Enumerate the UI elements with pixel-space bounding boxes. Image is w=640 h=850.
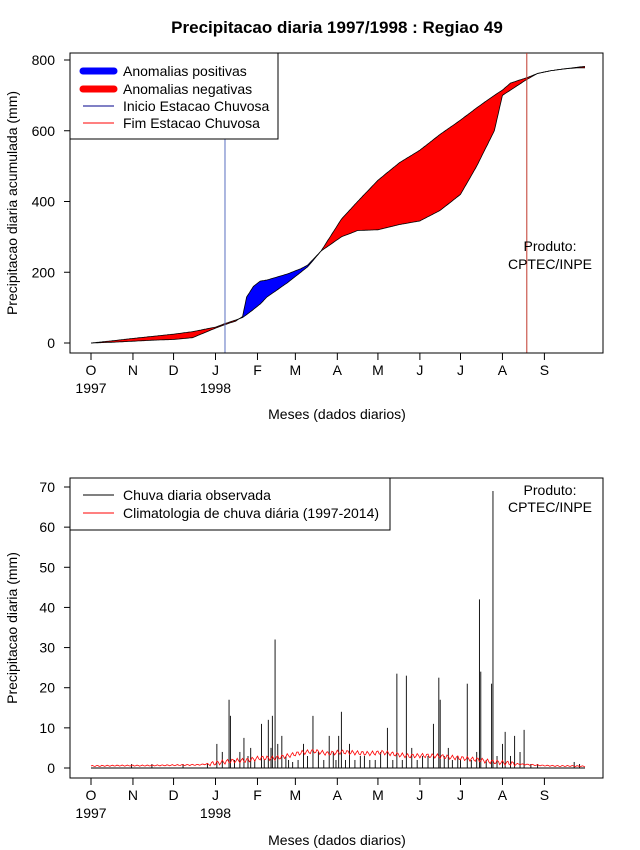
x-tick-label: J — [416, 362, 423, 378]
legend-label-observed: Chuva diaria observada — [123, 487, 271, 503]
observed-cumulative-line — [91, 67, 585, 344]
product-label: Produto: — [524, 238, 577, 254]
climatology-daily-line — [90, 748, 586, 768]
y-tick-label: 800 — [32, 52, 56, 68]
x-tick-label: A — [333, 787, 343, 803]
legend-label-negative: Anomalias negativas — [123, 81, 252, 97]
chart-title: Precipitacao diaria 1997/1998 : Regiao 4… — [171, 18, 503, 37]
x-tick-label: S — [540, 787, 549, 803]
x-axis-label: Meses (dados diarios) — [268, 832, 406, 848]
x-tick-label: M — [372, 787, 384, 803]
year-label: 1998 — [200, 380, 231, 396]
x-tick-label: A — [333, 362, 343, 378]
x-tick-label: O — [86, 787, 97, 803]
cumulative-panel: 0 200 400 600 800 O N D J F M A M J J A S 1997 1998 Preci… — [4, 52, 604, 422]
x-tick-label: J — [212, 362, 219, 378]
y-tick-label: 70 — [39, 479, 55, 495]
y-tick-label: 400 — [32, 194, 56, 210]
positive-anomaly-area — [239, 252, 320, 319]
legend: Anomalias positivas Anomalias negativas … — [69, 52, 279, 140]
legend-label-climatology: Climatologia de chuva diária (1997-2014) — [123, 505, 379, 521]
product-source: CPTEC/INPE — [508, 256, 592, 272]
climatology-line — [90, 748, 586, 768]
y-tick-label: 40 — [39, 599, 55, 615]
product-label: Produto: — [524, 482, 577, 498]
x-tick-label: M — [290, 787, 302, 803]
x-tick-label: S — [540, 362, 549, 378]
negative-anomaly-area — [92, 319, 239, 343]
x-tick-label: J — [416, 787, 423, 803]
y-tick-label: 0 — [47, 760, 55, 776]
y-tick-label: 600 — [32, 123, 56, 139]
x-tick-label: D — [168, 362, 178, 378]
y-axis-label: Precipitacao diaria acumulada (mm) — [4, 91, 20, 315]
x-axis: O N D J F M A M J J A S 1997 1998 — [75, 352, 549, 396]
year-label: 1997 — [75, 380, 106, 396]
x-tick-label: M — [372, 362, 384, 378]
anomaly-areas — [90, 66, 586, 344]
legend-box — [69, 52, 279, 140]
y-tick-label: 20 — [39, 680, 55, 696]
x-tick-label: J — [457, 362, 464, 378]
legend-label-positive: Anomalias positivas — [123, 63, 247, 79]
climatology-cumulative-line — [90, 66, 586, 344]
y-tick-label: 50 — [39, 559, 55, 575]
x-tick-label: F — [253, 787, 262, 803]
y-tick-label: 60 — [39, 519, 55, 535]
legend-box — [69, 477, 391, 531]
x-tick-label: M — [290, 362, 302, 378]
daily-panel: 0 10 20 30 40 50 60 70 O N D J F M A M J J A S 1997 1998 Pre… — [4, 477, 604, 848]
year-label: 1998 — [200, 805, 231, 821]
x-axis: O N D J F M A M J J A S 1997 1998 — [75, 777, 549, 821]
x-axis-label: Meses (dados diarios) — [268, 406, 406, 422]
product-source: CPTEC/INPE — [508, 499, 592, 515]
x-tick-label: F — [253, 362, 262, 378]
legend-label-end: Fim Estacao Chuvosa — [123, 115, 260, 131]
y-tick-label: 200 — [32, 264, 56, 280]
x-tick-label: N — [128, 787, 138, 803]
legend-label-start: Inicio Estacao Chuvosa — [123, 98, 270, 114]
x-tick-label: A — [498, 362, 508, 378]
x-tick-label: N — [128, 362, 138, 378]
x-tick-label: D — [168, 787, 178, 803]
y-axis: 0 200 400 600 800 — [32, 52, 71, 351]
y-tick-label: 0 — [47, 335, 55, 351]
legend: Chuva diaria observada Climatologia de c… — [69, 477, 391, 531]
y-axis: 0 10 20 30 40 50 60 70 — [39, 479, 71, 776]
y-tick-label: 10 — [39, 720, 55, 736]
year-label: 1997 — [75, 805, 106, 821]
x-tick-label: J — [212, 787, 219, 803]
x-tick-label: O — [86, 362, 97, 378]
y-axis-label: Precipitacao diaria (mm) — [4, 552, 20, 704]
observed-rain-lines — [91, 491, 585, 769]
negative-anomaly-area — [322, 74, 537, 251]
x-tick-label: J — [457, 787, 464, 803]
y-tick-label: 30 — [39, 640, 55, 656]
x-tick-label: A — [498, 787, 508, 803]
